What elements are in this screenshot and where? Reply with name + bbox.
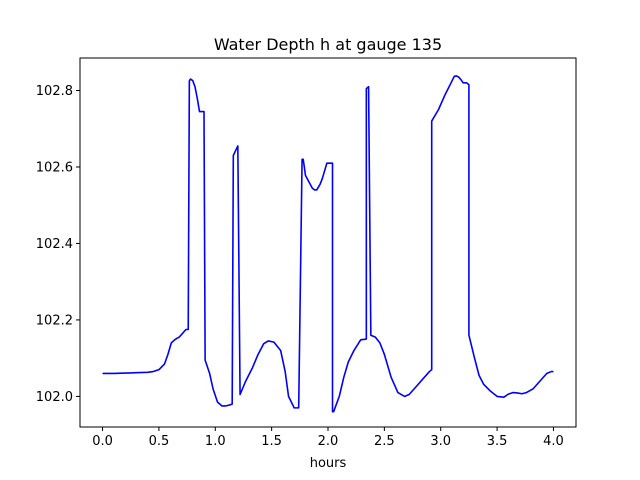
x-tick-label: 3.0 — [430, 434, 451, 449]
chart-title: Water Depth h at gauge 135 — [214, 35, 442, 54]
x-tick-label: 0.0 — [92, 434, 113, 449]
plot-area — [102, 75, 554, 413]
x-tick-label: 1.5 — [261, 434, 282, 449]
x-tick-label: 4.0 — [543, 434, 564, 449]
y-tick-label: 102.0 — [36, 390, 73, 405]
y-axis: 102.0 102.2 102.4 102.6 102.8 — [36, 84, 80, 405]
x-tick-label: 3.5 — [487, 434, 508, 449]
series-line-0 — [102, 75, 554, 413]
y-tick-label: 102.6 — [36, 160, 73, 175]
y-tick-label: 102.4 — [36, 237, 73, 252]
axes-frame — [79, 57, 577, 428]
x-tick-label: 1.0 — [205, 434, 226, 449]
x-tick-label: 0.5 — [149, 434, 170, 449]
x-axis-label: hours — [310, 456, 347, 471]
x-axis: 0.0 0.5 1.0 1.5 2.0 2.5 3.0 3.5 4.0 — [92, 427, 564, 449]
y-tick-label: 102.8 — [36, 84, 73, 99]
x-tick-label: 2.5 — [374, 434, 395, 449]
x-tick-label: 2.0 — [318, 434, 339, 449]
y-tick-label: 102.2 — [36, 313, 73, 328]
